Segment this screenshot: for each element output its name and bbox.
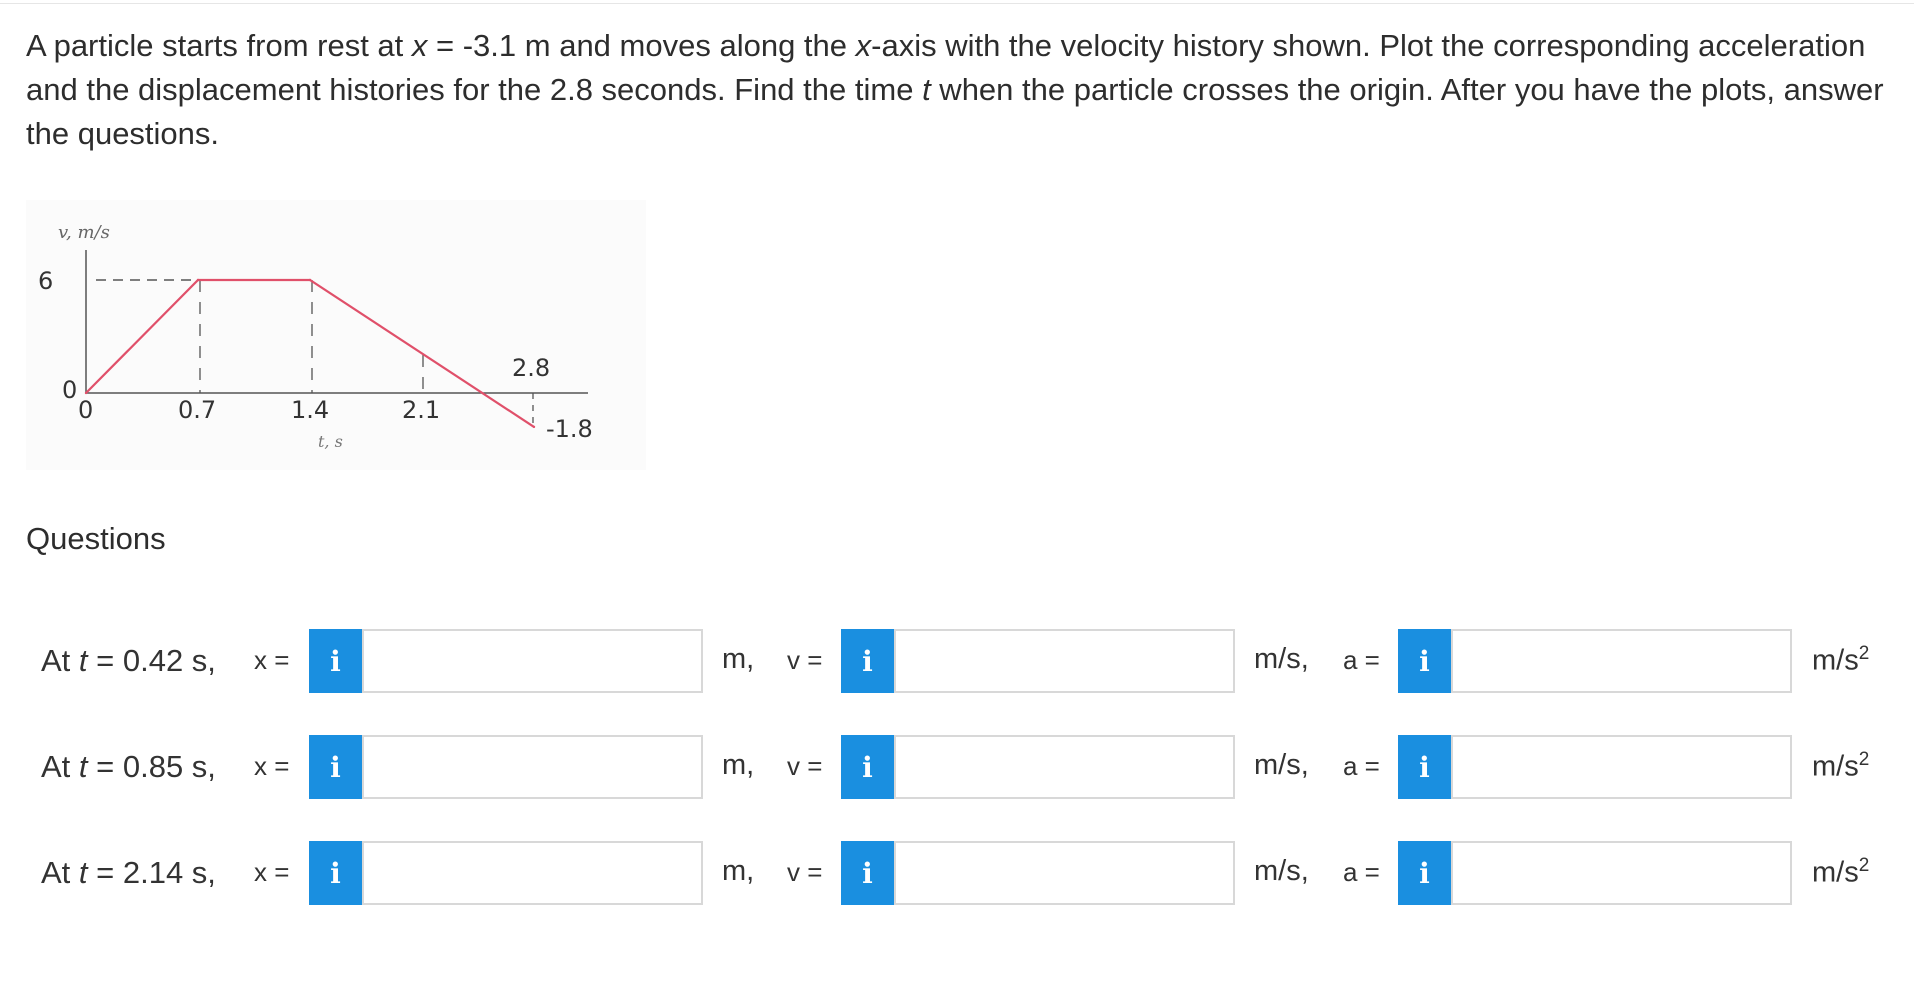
v-answer-input[interactable] <box>894 841 1235 905</box>
a-info-button[interactable]: i <box>1398 841 1451 905</box>
x-answer-input[interactable] <box>362 735 703 799</box>
a-unit-base: m/s <box>1812 856 1859 889</box>
question-label-3: At t = 2.14 s, <box>41 855 216 891</box>
velocity-time-chart: v, m/s t, s 6 0 0 0.7 1.4 2.1 2.8 -1.8 <box>38 222 593 451</box>
problem-text-1: A particle starts from rest at <box>26 28 412 63</box>
y-tick-0: 0 <box>62 376 77 404</box>
a-unit-exponent: 2 <box>1858 643 1870 664</box>
question-row-1: At t = 0.42 s, x = i m, v = i m/s, a = i… <box>0 629 1914 695</box>
label-t-var: t <box>78 855 88 890</box>
question-label-1: At t = 0.42 s, <box>41 643 216 679</box>
v-info-button[interactable]: i <box>841 629 894 693</box>
a-unit-exponent: 2 <box>1858 855 1870 876</box>
a-info-button[interactable]: i <box>1398 735 1451 799</box>
label-t-var: t <box>78 643 88 678</box>
velocity-series-line <box>85 278 535 428</box>
question-label-2: At t = 0.85 s, <box>41 749 216 785</box>
a-unit: m/s2 <box>1812 749 1869 784</box>
x-tick-1-4: 1.4 <box>291 396 329 424</box>
v-answer-input[interactable] <box>894 735 1235 799</box>
x-answer-input[interactable] <box>362 629 703 693</box>
label-neg-1-8: -1.8 <box>546 415 593 443</box>
v-unit: m/s, <box>1254 749 1309 781</box>
a-unit-base: m/s <box>1812 644 1859 677</box>
label-at: At <box>41 855 79 890</box>
v-unit: m/s, <box>1254 855 1309 887</box>
problem-x-var: x <box>411 28 428 63</box>
problem-statement: A particle starts from rest at x = -3.1 … <box>26 24 1886 156</box>
a-label: a = <box>1343 751 1380 781</box>
velocity-point <box>532 425 536 429</box>
x-tick-0: 0 <box>78 396 93 424</box>
a-label: a = <box>1343 857 1380 887</box>
x-unit: m, <box>722 643 755 675</box>
velocity-point <box>308 278 312 282</box>
question-row-3: At t = 2.14 s, x = i m, v = i m/s, a = i… <box>0 841 1914 907</box>
question-row-2: At t = 0.85 s, x = i m, v = i m/s, a = i… <box>0 735 1914 801</box>
label-at: At <box>41 749 79 784</box>
x-answer-input[interactable] <box>362 841 703 905</box>
x-label: x = <box>254 751 290 781</box>
v-label: v = <box>787 751 823 781</box>
x-tick-2-1: 2.1 <box>402 396 440 424</box>
problem-t-var: t <box>922 72 931 107</box>
x-info-button[interactable]: i <box>309 629 362 693</box>
a-answer-input[interactable] <box>1451 841 1792 905</box>
label-2-8: 2.8 <box>512 354 550 382</box>
a-unit: m/s2 <box>1812 643 1869 678</box>
label-time-value: = 0.42 s, <box>87 643 216 678</box>
x-axis-label: t, s <box>318 432 343 451</box>
y-tick-6: 6 <box>38 267 53 295</box>
problem-axis-var: x <box>855 28 872 63</box>
questions-heading: Questions <box>26 521 166 556</box>
a-answer-input[interactable] <box>1451 735 1792 799</box>
x-unit: m, <box>722 749 755 781</box>
velocity-point <box>84 391 88 395</box>
a-unit: m/s2 <box>1812 855 1869 890</box>
problem-text-4: when the particle crosses the origin. Af… <box>26 72 1884 151</box>
label-at: At <box>41 643 79 678</box>
x-unit: m, <box>722 855 755 887</box>
velocity-history-figure: v, m/s t, s 6 0 0 0.7 1.4 2.1 2.8 -1.8 <box>26 200 646 470</box>
x-tick-0-7: 0.7 <box>178 396 216 424</box>
velocity-point <box>196 278 200 282</box>
problem-text-2: = -3.1 m and moves along the <box>427 28 856 63</box>
label-time-value: = 2.14 s, <box>87 855 216 890</box>
v-answer-input[interactable] <box>894 629 1235 693</box>
a-label: a = <box>1343 645 1380 675</box>
x-label: x = <box>254 857 290 887</box>
x-info-button[interactable]: i <box>309 735 362 799</box>
v-info-button[interactable]: i <box>841 841 894 905</box>
y-axis-label: v, m/s <box>58 222 110 243</box>
v-label: v = <box>787 645 823 675</box>
x-info-button[interactable]: i <box>309 841 362 905</box>
v-info-button[interactable]: i <box>841 735 894 799</box>
a-unit-base: m/s <box>1812 750 1859 783</box>
a-info-button[interactable]: i <box>1398 629 1451 693</box>
problem-text-3: -axis with the velocity history shown. P… <box>26 28 1866 107</box>
label-t-var: t <box>78 749 88 784</box>
top-divider <box>0 0 1914 4</box>
x-label: x = <box>254 645 290 675</box>
v-unit: m/s, <box>1254 643 1309 675</box>
a-unit-exponent: 2 <box>1858 749 1870 770</box>
v-label: v = <box>787 857 823 887</box>
a-answer-input[interactable] <box>1451 629 1792 693</box>
label-time-value: = 0.85 s, <box>87 749 216 784</box>
